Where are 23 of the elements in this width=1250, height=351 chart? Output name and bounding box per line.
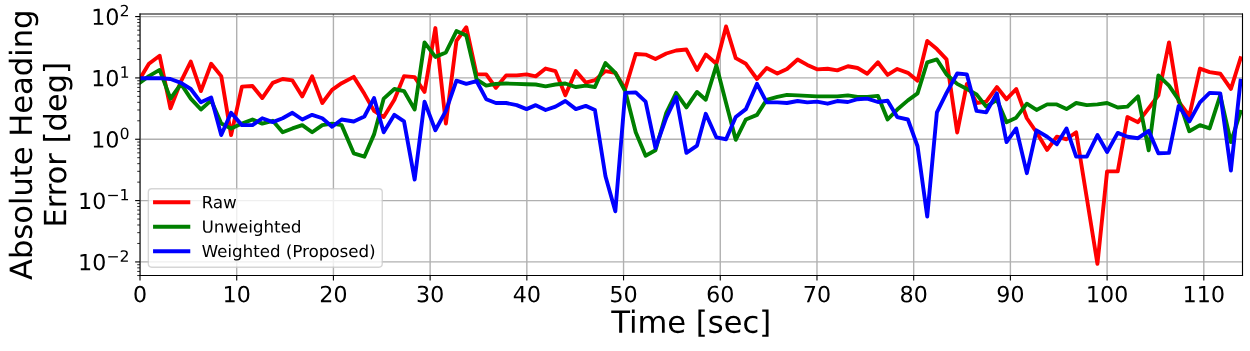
legend-label: Weighted (Proposed) [202,244,375,261]
x-tick-label: 20 [320,285,347,303]
y-tick-label: 10$^{2}$ [93,4,128,26]
x-tick-label: 80 [901,285,927,303]
x-tick-label: 0 [134,285,146,303]
y-tick-label: 10$^{0}$ [93,127,129,148]
x-tick-label: 50 [611,285,637,303]
x-tick-label: 100 [1088,285,1127,303]
x-axis-title: Time [sec] [611,309,769,337]
line-series [140,71,1243,219]
x-tick-label: 110 [1185,285,1224,303]
x-tick-label: 70 [804,285,830,303]
x-tick-label: 60 [707,285,733,303]
x-tick-label: 90 [997,285,1024,303]
x-tick-label: 10 [225,285,250,303]
x-tick-label: 30 [417,285,443,303]
legend-label: Unweighted [203,219,300,237]
x-tick-label: 40 [513,285,540,303]
y-tick-label: 10$^{−2}$ [80,250,128,271]
y-axis-title: Absolute Heading Error [deg] [8,12,73,280]
legend-label: Raw [203,195,237,209]
y-tick-label: 10$^{1}$ [93,66,129,87]
y-tick-label: 10$^{−1}$ [80,189,129,210]
